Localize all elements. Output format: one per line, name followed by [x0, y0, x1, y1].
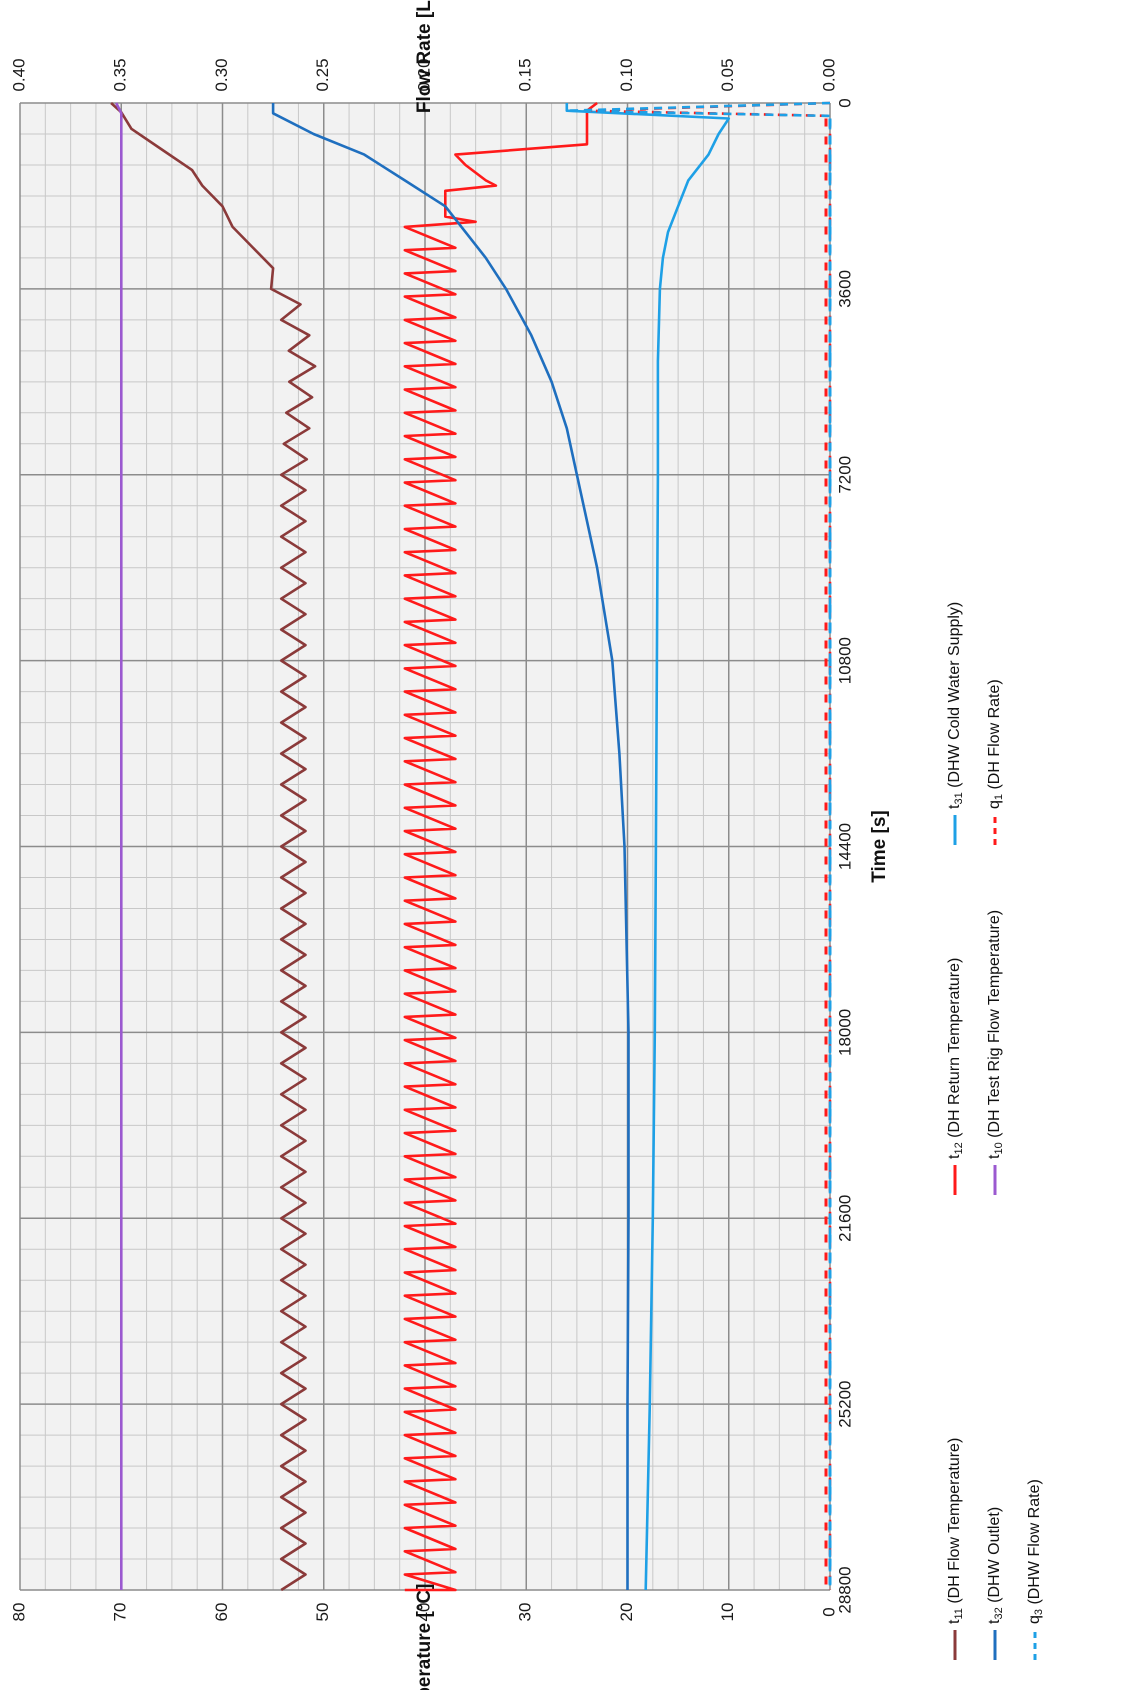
x-tick-label: 0: [835, 98, 854, 107]
legend-label-base: t: [946, 804, 963, 809]
y2-tick-label: 0.15: [516, 58, 535, 91]
legend-label-rest: (DH Flow Rate): [986, 679, 1003, 794]
y-tick-label: 50: [313, 1603, 332, 1622]
legend-label-rest: (DHW Flow Rate): [1026, 1479, 1043, 1609]
legend-label-rest: (DH Return Temperature): [946, 958, 963, 1143]
y-tick-label: 80: [9, 1603, 28, 1622]
y-tick-label: 40: [414, 1603, 433, 1622]
series-line-t31: [565, 103, 731, 1591]
y-tick-label: 10: [718, 1603, 737, 1622]
series-line-q3: [565, 101, 832, 1590]
legend-label-rest: (DHW Outlet): [986, 1507, 1003, 1607]
x-axis-title: Time [s]: [869, 810, 890, 883]
y-tick-label: 70: [111, 1603, 130, 1622]
legend-label-base: t: [946, 1154, 963, 1159]
legend-label: t32 (DHW Outlet): [986, 1507, 1005, 1624]
series-line-t12: [403, 101, 598, 1592]
plot-area: 0360072001080014400180002160025200288000…: [9, 0, 890, 1690]
legend-label: t31 (DHW Cold Water Supply): [946, 602, 965, 809]
y2-axis-title: Flow Rate [Ls⁻¹]: [414, 0, 435, 113]
legend-label: t12 (DH Return Temperature): [946, 958, 965, 1159]
legend: t11 (DH Flow Temperature)t12 (DH Return …: [946, 602, 1045, 1660]
legend-label-rest: (DH Flow Temperature): [946, 1438, 963, 1608]
y-tick-label: 60: [212, 1603, 231, 1622]
legend-label-rest: (DH Test Rig Flow Temperature): [986, 910, 1003, 1142]
legend-label: q1 (DH Flow Rate): [986, 679, 1005, 809]
series-line-t10: [115, 102, 123, 1590]
legend-label-rest: (DHW Cold Water Supply): [946, 602, 963, 793]
y-axis-title: Temperature [°C]: [414, 1584, 435, 1690]
series-line-t11: [110, 102, 317, 1592]
y-tick-label: 20: [617, 1603, 636, 1622]
legend-label: t11 (DH Flow Temperature): [946, 1438, 965, 1624]
x-tick-label: 28800: [835, 1566, 854, 1613]
legend-label-subscript: 32: [993, 1607, 1005, 1619]
y2-tick-label: 0.35: [111, 58, 130, 91]
x-tick-label: 3600: [835, 270, 854, 308]
x-tick-label: 21600: [835, 1195, 854, 1242]
legend-label-base: t: [946, 1619, 963, 1624]
legend-label-subscript: 12: [953, 1142, 965, 1154]
y2-tick-label: 0.25: [313, 58, 332, 91]
y2-tick-label: 0.05: [718, 58, 737, 91]
y2-tick-label: 0.20: [414, 58, 433, 91]
x-tick-label: 14400: [835, 823, 854, 870]
legend-label-subscript: 3: [1033, 1609, 1045, 1615]
legend-label: t10 (DH Test Rig Flow Temperature): [986, 910, 1005, 1159]
y2-tick-label: 0.30: [212, 58, 231, 91]
x-tick-label: 25200: [835, 1380, 854, 1427]
legend-label-subscript: 1: [993, 794, 1005, 800]
y-tick-label: 30: [516, 1603, 535, 1622]
y2-tick-label: 0.00: [819, 58, 838, 91]
x-tick-label: 7200: [835, 456, 854, 494]
y2-tick-label: 0.10: [617, 58, 636, 91]
legend-label-subscript: 31: [953, 792, 965, 804]
legend-label-subscript: 11: [953, 1608, 965, 1619]
legend-label-base: q: [1026, 1615, 1043, 1624]
legend-label: q3 (DHW Flow Rate): [1026, 1479, 1045, 1624]
y2-tick-label: 0.40: [9, 58, 28, 91]
legend-label-base: t: [986, 1619, 1003, 1624]
legend-label-base: t: [986, 1154, 1003, 1159]
series-line-t32: [271, 103, 630, 1590]
x-tick-label: 18000: [835, 1009, 854, 1056]
y-tick-label: 0: [819, 1607, 838, 1616]
legend-label-subscript: 10: [993, 1142, 1005, 1154]
legend-label-base: q: [986, 800, 1003, 809]
x-tick-label: 10800: [835, 637, 854, 684]
